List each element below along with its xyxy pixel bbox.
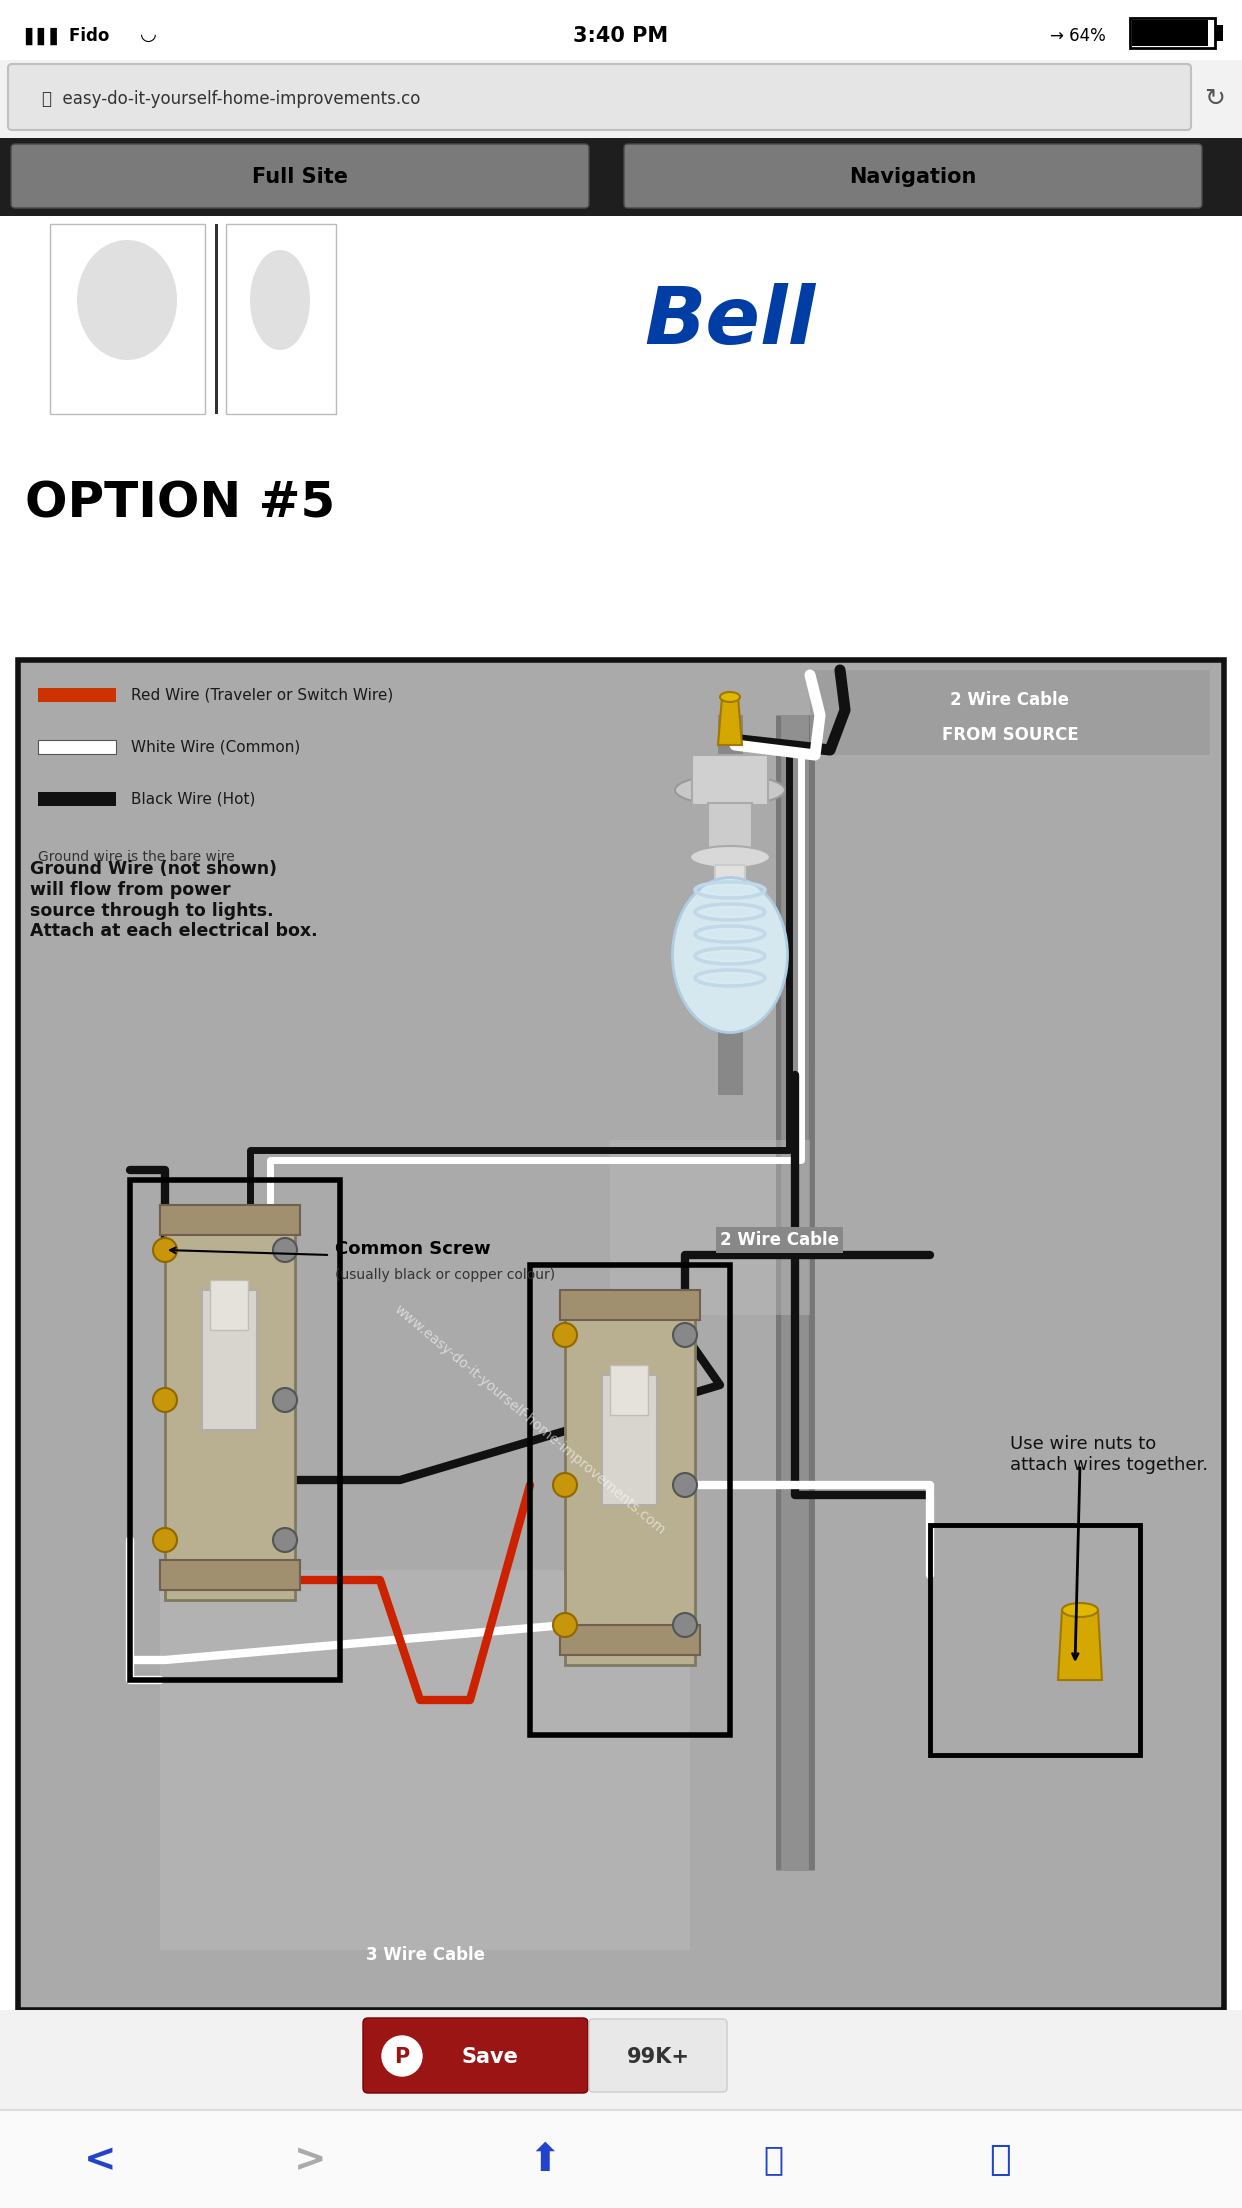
Text: 🔒  easy-do-it-yourself-home-improvements.co: 🔒 easy-do-it-yourself-home-improvements.… xyxy=(42,91,420,108)
Text: Ground wire is the bare wire: Ground wire is the bare wire xyxy=(39,850,235,863)
Bar xyxy=(1131,20,1208,46)
Circle shape xyxy=(153,1239,178,1263)
Text: Common Screw: Common Screw xyxy=(335,1241,491,1259)
Text: P: P xyxy=(395,2047,410,2067)
FancyBboxPatch shape xyxy=(623,144,1202,208)
Bar xyxy=(715,866,745,905)
Text: Ground Wire (not shown)
will flow from power
source through to lights.
Attach at: Ground Wire (not shown) will flow from p… xyxy=(30,859,318,941)
Bar xyxy=(565,1296,696,1665)
Bar xyxy=(17,660,1225,2009)
Bar xyxy=(160,1206,301,1234)
Text: <: < xyxy=(83,2142,117,2179)
Circle shape xyxy=(383,2036,422,2076)
Text: Bell: Bell xyxy=(645,283,816,360)
Circle shape xyxy=(673,1614,697,1636)
Bar xyxy=(718,715,743,1095)
Bar xyxy=(210,1281,248,1329)
Bar xyxy=(130,1179,340,1680)
Text: Use wire nuts to
attach wires together.: Use wire nuts to attach wires together. xyxy=(1010,1435,1208,1473)
Bar xyxy=(790,715,815,1064)
Text: 📖: 📖 xyxy=(763,2144,782,2177)
Bar xyxy=(560,1625,700,1656)
Text: 2 Wire Cable: 2 Wire Cable xyxy=(720,1232,840,1250)
Bar xyxy=(0,60,1242,137)
FancyBboxPatch shape xyxy=(11,144,589,208)
Polygon shape xyxy=(1058,1610,1102,1680)
Circle shape xyxy=(553,1473,578,1497)
Text: Red Wire (Traveler or Switch Wire): Red Wire (Traveler or Switch Wire) xyxy=(130,687,394,702)
Circle shape xyxy=(273,1389,297,1411)
Ellipse shape xyxy=(1062,1603,1098,1616)
Circle shape xyxy=(673,1323,697,1347)
Text: Black Wire (Hot): Black Wire (Hot) xyxy=(130,790,256,806)
Circle shape xyxy=(273,1528,297,1552)
FancyBboxPatch shape xyxy=(7,64,1191,130)
Bar xyxy=(610,1365,648,1415)
Bar xyxy=(39,689,116,702)
Text: ⬆: ⬆ xyxy=(529,2142,561,2179)
Bar xyxy=(39,740,116,753)
Bar xyxy=(0,426,1242,556)
Text: Full Site: Full Site xyxy=(252,168,348,188)
Ellipse shape xyxy=(691,846,770,868)
Bar xyxy=(0,2111,1242,2208)
Circle shape xyxy=(553,1323,578,1347)
Circle shape xyxy=(273,1239,297,1263)
Text: ◡: ◡ xyxy=(140,24,156,44)
Bar xyxy=(602,1376,657,1506)
Circle shape xyxy=(553,1614,578,1636)
Text: ↻: ↻ xyxy=(1205,86,1226,110)
Text: >: > xyxy=(294,2142,327,2179)
Bar xyxy=(0,137,1242,216)
Text: ⧉: ⧉ xyxy=(989,2144,1011,2177)
Text: OPTION #5: OPTION #5 xyxy=(25,479,335,528)
Ellipse shape xyxy=(720,691,740,702)
FancyBboxPatch shape xyxy=(589,2018,727,2091)
Polygon shape xyxy=(718,698,741,744)
Bar xyxy=(560,1289,700,1320)
Bar xyxy=(50,223,205,415)
Bar xyxy=(708,804,751,859)
Bar xyxy=(692,755,768,806)
Ellipse shape xyxy=(674,775,785,806)
Ellipse shape xyxy=(77,241,178,360)
Bar xyxy=(215,223,219,415)
Bar xyxy=(165,1210,296,1601)
Ellipse shape xyxy=(672,877,787,1033)
Bar xyxy=(202,1289,257,1431)
Circle shape xyxy=(153,1389,178,1411)
Text: ▌▌▌ Fido: ▌▌▌ Fido xyxy=(25,26,109,44)
Text: 99K+: 99K+ xyxy=(626,2047,689,2067)
Bar xyxy=(930,1526,1140,1755)
Text: Navigation: Navigation xyxy=(850,168,976,188)
Bar xyxy=(160,1570,691,1950)
Bar xyxy=(0,0,1242,60)
Text: 2 Wire Cable: 2 Wire Cable xyxy=(950,691,1069,709)
Circle shape xyxy=(153,1528,178,1552)
Text: www.easy-do-it-yourself-home-improvements.com: www.easy-do-it-yourself-home-improvement… xyxy=(391,1303,668,1537)
FancyBboxPatch shape xyxy=(363,2018,587,2093)
Ellipse shape xyxy=(250,250,310,351)
Text: Save: Save xyxy=(462,2047,518,2067)
Bar xyxy=(226,223,337,415)
Text: (usually black or copper colour): (usually black or copper colour) xyxy=(335,1267,555,1283)
Bar xyxy=(0,2009,1242,2111)
Bar xyxy=(1130,18,1215,49)
Text: FROM SOURCE: FROM SOURCE xyxy=(941,726,1078,744)
Text: 3 Wire Cable: 3 Wire Cable xyxy=(365,1945,484,1963)
Bar xyxy=(0,216,1242,426)
Bar xyxy=(39,793,116,806)
Text: White Wire (Common): White Wire (Common) xyxy=(130,740,301,755)
Circle shape xyxy=(673,1473,697,1497)
Bar xyxy=(530,1265,730,1735)
Bar xyxy=(1215,24,1223,42)
Bar xyxy=(610,1139,810,1316)
Bar xyxy=(810,669,1210,755)
Text: → 64%: → 64% xyxy=(1049,26,1105,44)
Text: 3:40 PM: 3:40 PM xyxy=(574,26,668,46)
Bar xyxy=(160,1561,301,1590)
